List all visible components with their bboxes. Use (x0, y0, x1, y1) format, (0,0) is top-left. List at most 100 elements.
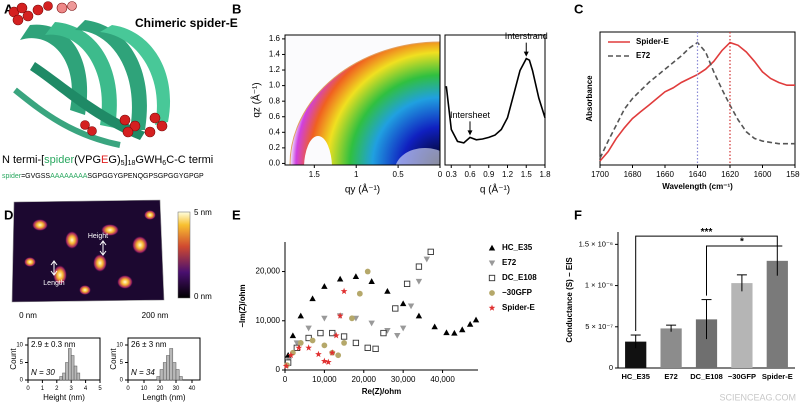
x-tick-label: HC_E35 (622, 372, 650, 381)
stats-label: 26 ± 3 nm (131, 340, 167, 349)
scatter-point (392, 305, 399, 312)
scatter-point (336, 275, 344, 282)
y-tick-label: 20,000 (256, 267, 281, 276)
afm-axis-label: 200 nm (142, 311, 169, 320)
scatter-point (364, 268, 371, 275)
afm-annotation: Length (43, 280, 65, 287)
x-tick-label: 10,000 (312, 375, 337, 384)
n-label: N = 34 (131, 368, 155, 377)
x-tick-label: 30,000 (391, 375, 416, 384)
significance-label: *** (701, 227, 713, 238)
panel-label: A (4, 1, 14, 16)
scatter-point (309, 295, 316, 302)
scatter-point (297, 312, 304, 319)
scatter-point (380, 329, 387, 337)
y-axis-label: qz (Å⁻¹) (250, 82, 263, 117)
bar (695, 319, 718, 368)
panel-label: D (4, 207, 13, 222)
x-axis-label: qy (Å⁻¹) (345, 183, 380, 196)
annotation-arrowhead (523, 51, 529, 57)
scatter-point (352, 339, 360, 347)
legend-marker (488, 304, 496, 311)
histogram-bar (76, 372, 81, 381)
scatter-point (328, 349, 336, 356)
annotation: Interstrand (505, 31, 548, 41)
sequence-part: SGPGGYGPENQGPSGPGGYGPGP (87, 173, 204, 180)
legend-label: E72 (502, 258, 517, 267)
scatter-point (407, 303, 415, 310)
y-tick-label: 0 (609, 363, 613, 372)
x-tick-label: 1600 (754, 170, 772, 179)
histogram-bar (162, 362, 167, 381)
afm-image (11, 199, 191, 303)
histogram-bar (70, 355, 75, 381)
histogram-bar (156, 376, 161, 381)
histogram-bar (68, 348, 72, 381)
bar (766, 260, 788, 368)
scatter-point (349, 315, 355, 322)
x-tick-label: 1640 (689, 170, 707, 179)
bar (625, 341, 647, 368)
y-tick-label: 1.6 (269, 34, 281, 43)
x-tick-label: 0.6 (464, 170, 476, 179)
x-tick-label: 1.2 (502, 170, 514, 179)
bar (731, 283, 753, 368)
plot-frame (444, 34, 546, 166)
scatter-point (305, 344, 312, 351)
x-tick-label: 1 (354, 170, 359, 179)
x-tick-label: 0.5 (393, 170, 405, 179)
x-tick-label: 0 (283, 375, 288, 384)
sequence-part: 6 (162, 160, 166, 167)
scatter-point (287, 351, 295, 359)
scatter-point (317, 329, 324, 337)
scatter-point (295, 344, 303, 351)
y-tick-label: 0.8 (269, 96, 281, 105)
sequence-part: =GVGSS (21, 173, 50, 180)
scatter-point (368, 278, 375, 284)
y-tick-label: 0.6 (269, 112, 281, 121)
x-tick-label: 40,000 (430, 375, 455, 384)
watermark: SCIENCEAG.COM (719, 392, 796, 402)
histogram-bar (73, 365, 78, 381)
sequence-part: ] (125, 154, 128, 166)
scatter-point (394, 332, 401, 339)
x-tick-label: 0 (126, 386, 130, 392)
x-tick-label: 5 (98, 386, 102, 392)
histogram-bar (59, 376, 63, 381)
y-tick-label: 1.0 (269, 81, 281, 90)
histogram-bar (178, 376, 183, 381)
scatter-point (427, 248, 434, 255)
x-tick-label: Spider-E (762, 372, 793, 381)
y-tick-label: 0 (120, 378, 124, 384)
x-tick-label: 1.5 (309, 170, 321, 179)
scatter-point (321, 315, 328, 322)
y-axis-label: Count (9, 348, 18, 370)
annotation-arrowhead (467, 130, 473, 136)
afm-annotation: Height (88, 233, 108, 240)
scatter-point (336, 312, 344, 319)
scatter-point (364, 344, 371, 351)
y-tick-label: 0.4 (269, 127, 281, 136)
y-tick-label: 5 (20, 360, 24, 366)
x-axis-label: q (Å⁻¹) (480, 183, 510, 196)
scatter-point (415, 263, 423, 270)
sequence-part: (VPG (74, 154, 101, 166)
significance-label: * (740, 237, 744, 248)
histogram-bar (65, 362, 69, 381)
scatter-point (415, 278, 423, 285)
x-tick-label: 1.8 (539, 170, 551, 179)
y-tick-label: 1.5 × 10⁻⁶ (579, 239, 613, 248)
scatter-point (329, 329, 336, 337)
x-tick-label: 30 (173, 386, 180, 392)
scatter-point (289, 332, 297, 339)
x-tick-label: 3 (70, 386, 74, 392)
histogram-bar (175, 369, 180, 381)
legend-marker (488, 274, 496, 282)
y-tick-label: 10 (16, 343, 23, 349)
scatter-point (315, 350, 322, 358)
histogram-bar (62, 372, 66, 381)
panel-label: F (574, 207, 582, 222)
histogram-bar (169, 348, 174, 381)
histogram-bar (166, 355, 170, 381)
